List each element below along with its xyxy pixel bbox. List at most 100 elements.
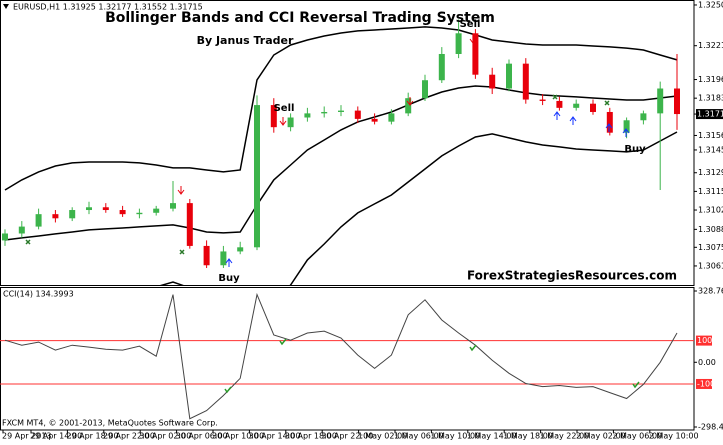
candle-body [153,208,160,213]
level-label-box [696,335,712,346]
candle-body [203,245,210,266]
y-tick-label: 1.30615 [698,261,723,270]
annotation: Buy [624,144,646,155]
x-tick-label: 30 Apr 18:00 [285,432,337,441]
candle-body [102,207,109,211]
x-tick-label: 1 May 10:00 [430,432,480,441]
candle-body [354,110,361,119]
cci-plot [0,292,694,420]
candle-body [539,99,546,101]
candle-body [170,203,176,209]
candle-body [472,33,479,75]
annotation: Buy [218,273,240,284]
candle-body [86,207,92,211]
candle-body [220,251,227,266]
last-price-box [696,109,723,120]
candle-body [52,214,59,219]
x-tick-label: 1 May 06:00 [394,432,444,441]
x-tick-label: 30 Apr 02:00 [139,432,191,441]
bollinger-band [4,26,678,191]
candle-body [573,103,580,108]
level-label-box [696,378,712,389]
x-tick-label: 29 Apr 14:00 [30,432,82,441]
candle-body [119,210,126,215]
buy-arrow [569,116,577,125]
y-tick-label: 1.31965 [698,75,723,84]
y-tick-label: 1.30880 [698,225,723,234]
price-plot [2,19,680,285]
level-label: 100 [697,336,712,345]
candle-body [371,118,378,122]
sell-arrow [279,117,287,126]
x-tick-label: 30 Apr 06:00 [176,432,228,441]
watermark: ForexStrategiesResources.com [467,269,677,283]
x-tick-label: 29 Apr 22:00 [103,432,155,441]
sell-arrow [469,35,477,44]
candle-body [522,63,529,100]
candle-body [35,214,42,227]
y-tick-label: 1.31155 [698,187,723,196]
y-tick-label: 1.30750 [698,243,723,252]
annotation: Sell [460,19,481,30]
buy-arrow [225,258,233,267]
y-tick-label: 328.7687 [698,287,723,296]
chart-title: Bollinger Bands and CCI Reversal Trading… [105,10,495,26]
bollinger-band [4,85,678,241]
candle-body [388,113,395,122]
x-tick-label: 30 Apr 22:00 [321,432,373,441]
candle-body [186,203,193,246]
buy-arrow [622,128,630,137]
cross-marker [552,94,558,100]
x-tick-label: 2 May 06:00 [612,432,662,441]
y-tick-label: 1.31560 [698,131,723,140]
cross-marker [25,239,31,245]
x-tick-label: 2 May 10:00 [649,432,699,441]
candle-body [422,80,428,99]
x-tick-label: 1 May 22:00 [540,432,590,441]
symbol-header: EURUSD,H1 1.31925 1.32177 1.31552 1.3171… [13,3,203,12]
candle-body [623,120,630,133]
buy-arrow [553,111,561,120]
x-tick-label: 1 May 02:00 [358,432,408,441]
candle-body [136,212,143,215]
y-tick-label: 1.31020 [698,206,723,215]
candle-body [506,63,512,89]
chart-subtitle: By Janus Trader [197,34,294,47]
candle-body [489,74,496,89]
x-tick-label: 30 Apr 10:00 [212,432,264,441]
cci-label: CCI(14) 134.3993 [3,290,74,299]
check-marker [469,344,477,352]
candle-body [270,105,277,128]
last-price-label: 1.31715 [697,110,723,119]
candle-body [640,113,647,121]
candle-body [455,33,462,54]
candle-body [254,105,260,248]
x-tick-label: 2 May 02:00 [576,432,626,441]
sell-arrow [177,186,185,195]
candle-body [287,117,294,128]
x-tick-label: 29 Apr 18:00 [66,432,118,441]
symbol-icon [3,4,9,9]
level-label: -100 [697,379,715,388]
check-marker [632,381,640,389]
check-marker [224,386,232,394]
candle-body [590,103,596,112]
candle-body [321,111,328,114]
candle-body [237,247,244,252]
price-frame [0,0,695,286]
y-tick-label: 1.31290 [698,168,723,177]
annotation: Sell [274,103,295,114]
x-tick-label: 29 Apr 2013 [2,432,51,441]
candle-body [69,210,76,219]
y-tick-label: 1.31830 [698,94,723,103]
cci-line [4,292,678,420]
cross-marker [604,100,610,106]
x-tick-label: 1 May 14:00 [467,432,517,441]
candle-body [657,88,664,114]
candle-body [18,226,25,234]
candle-body [2,233,8,241]
candle-body [405,98,412,114]
